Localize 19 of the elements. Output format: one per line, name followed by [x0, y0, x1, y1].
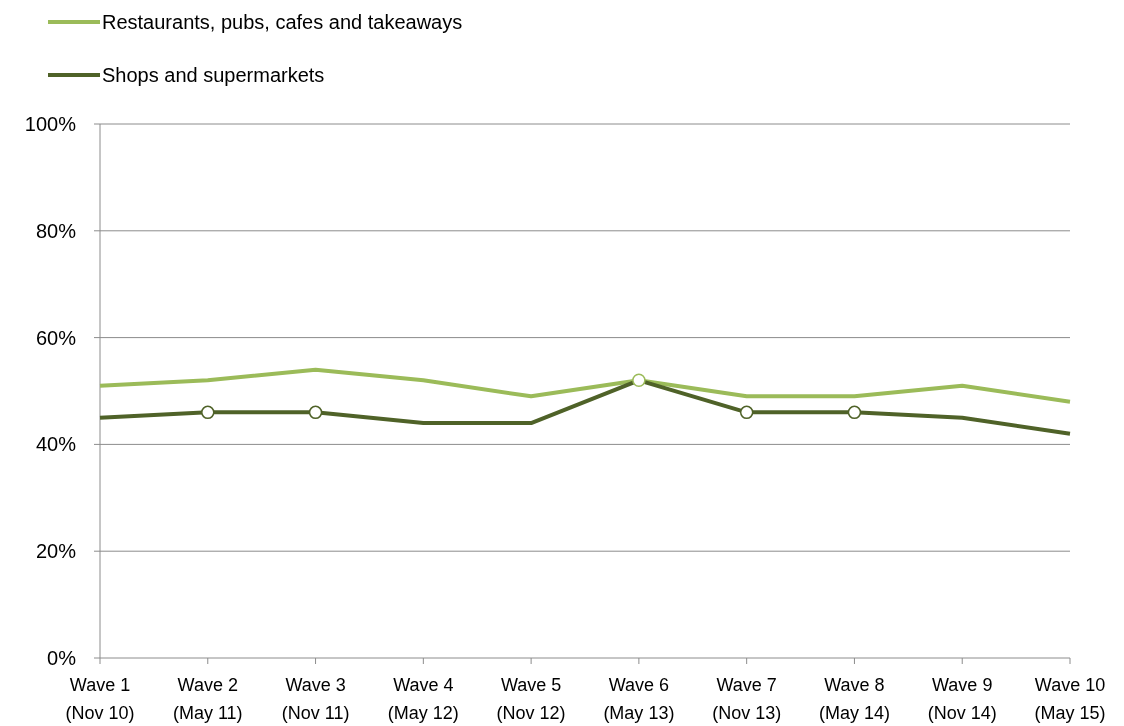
line-series: [98, 367, 1072, 404]
x-tick-label: Wave 7 (Nov 13): [712, 675, 782, 723]
legend-label: Shops and supermarkets: [102, 64, 325, 86]
x-tick-label: Wave 9 (Nov 14): [927, 675, 997, 723]
x-tick-label: Wave 10 (May 15): [1034, 675, 1106, 723]
x-tick-label: Wave 6 (May 13): [603, 675, 675, 723]
legend-label: Restaurants, pubs, cafes and takeaways: [102, 11, 463, 33]
x-tick-label: Wave 3 (Nov 11): [281, 675, 350, 723]
x-tick-label: Wave 2 (May 11): [172, 675, 243, 723]
y-tick-label: 80%: [35, 219, 77, 242]
x-tick-label: Wave 5 (Nov 12): [496, 675, 566, 723]
y-tick-label: 20%: [35, 540, 77, 563]
x-tick-label: Wave 8 (May 14): [818, 675, 890, 723]
y-tick-label: 60%: [35, 326, 77, 349]
y-tick-label: 100%: [24, 113, 77, 135]
y-tick-label: 40%: [35, 433, 77, 456]
x-tick-label: Wave 1 (Nov 10): [65, 675, 135, 723]
y-tick-label: 0%: [47, 647, 77, 669]
x-tick-label: Wave 4 (May 12): [387, 675, 459, 723]
